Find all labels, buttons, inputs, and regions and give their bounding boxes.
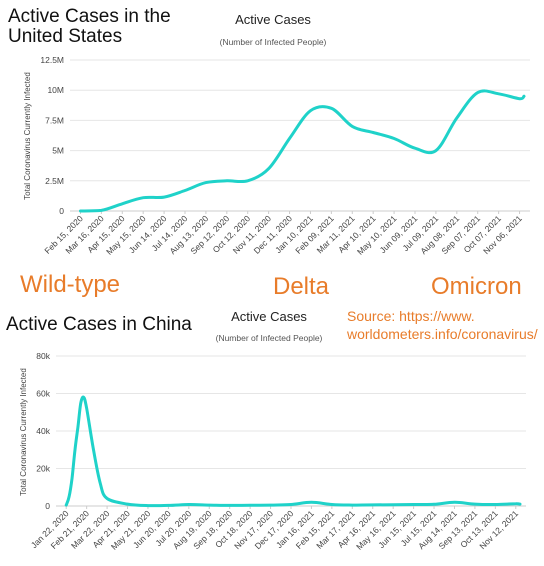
us-heading-line1: Active Cases in the [8,6,171,27]
omicron-label: Omicron [431,273,522,300]
us-chart-title: Active Cases [235,12,311,27]
china-gridlines [56,355,526,509]
us-y-axis-label: Total Coronavirus Currently Infected [23,72,32,200]
china-y-axis-label: Total Coronavirus Currently Infected [19,368,28,496]
us-heading-line2: United States [8,26,122,47]
us-y-tick-label: 7.5M [45,115,64,125]
china-y-tick-labels: 0 20k 40k 60k 80k [36,351,50,511]
delta-label: Delta [273,273,330,300]
china-chart: Active Cases (Number of Infected People)… [19,309,526,552]
china-series-line [64,395,522,508]
us-y-tick-label: 5M [52,146,64,156]
cn-y-tick-label: 20k [36,464,50,474]
cn-y-tick-label: 60k [36,389,50,399]
wild-type-label: Wild-type [20,271,120,298]
cn-y-tick-label: 40k [36,426,50,436]
us-gridlines [70,59,530,214]
cn-y-tick-label: 80k [36,351,50,361]
china-chart-title: Active Cases [231,309,307,324]
cn-y-tick-label: 0 [45,501,50,511]
us-y-tick-label: 0 [59,206,64,216]
china-heading: Active Cases in China [6,314,192,335]
us-chart: Active Cases (Number of Infected People)… [23,12,530,257]
us-y-tick-labels: 0 2.5M 5M 7.5M 10M 12.5M [40,55,64,216]
us-chart-subtitle: (Number of Infected People) [220,37,327,47]
us-y-tick-label: 2.5M [45,176,64,186]
source-line2: worldometers.info/coronavirus/ [346,326,538,342]
source-line1: Source: https://www. [347,308,475,324]
china-chart-subtitle: (Number of Infected People) [216,333,323,343]
us-y-tick-label: 10M [47,85,64,95]
us-y-tick-label: 12.5M [40,55,64,65]
us-series-line [79,89,526,213]
